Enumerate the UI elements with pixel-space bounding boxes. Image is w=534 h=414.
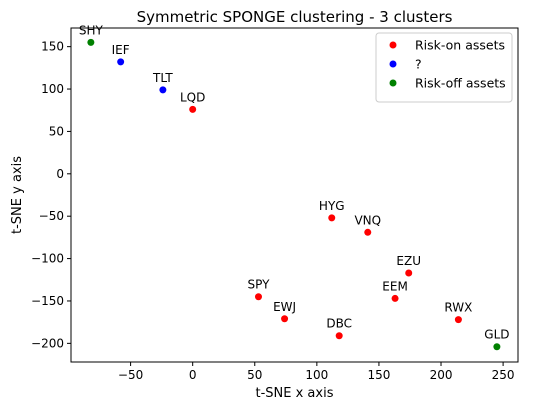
data-point-spy <box>254 293 262 301</box>
point-label-dbc: DBC <box>326 317 352 331</box>
data-point-eem <box>391 294 399 302</box>
point-label-shy: SHY <box>79 23 104 37</box>
data-point-tlt <box>159 86 167 94</box>
point-label-lqd: LQD <box>180 90 205 104</box>
y-tick-label: 0 <box>56 167 64 181</box>
plot-frame <box>70 27 519 363</box>
legend-box <box>375 32 513 103</box>
legend: Risk-on assets? Risk-off assets <box>375 32 513 103</box>
data-point-rwx <box>454 316 462 324</box>
data-point-hyg <box>328 214 336 222</box>
data-point-dbc <box>335 332 343 340</box>
y-tick-label: 100 <box>41 82 64 96</box>
x-tick-label: 200 <box>430 368 453 382</box>
legend-marker <box>389 60 397 68</box>
legend-marker <box>389 41 397 49</box>
data-point-shy <box>87 38 95 46</box>
data-point-vnq <box>364 228 372 236</box>
x-tick-label: 100 <box>305 368 328 382</box>
y-tick-label: 150 <box>41 40 64 54</box>
point-label-eem: EEM <box>382 279 408 293</box>
plot-area <box>70 27 519 363</box>
y-tick-label: 50 <box>49 124 64 138</box>
data-point-lqd <box>189 105 197 113</box>
point-label-vnq: VNQ <box>354 213 381 227</box>
point-label-gld: GLD <box>484 328 509 342</box>
legend-marker <box>389 79 397 87</box>
y-tick-label: −200 <box>31 336 64 350</box>
legend-label: Risk-on assets <box>415 38 505 53</box>
x-tick-label: −50 <box>118 368 143 382</box>
point-label-ewj: EWJ <box>273 300 296 314</box>
legend-label: ? <box>415 57 422 72</box>
point-label-ief: IEF <box>112 43 130 57</box>
x-tick-label: 150 <box>367 368 390 382</box>
point-label-hyg: HYG <box>319 199 345 213</box>
y-axis-label: t-SNE y axis <box>10 156 25 234</box>
points-layer <box>87 38 501 351</box>
x-tick-label: 250 <box>492 368 515 382</box>
data-point-ewj <box>281 315 289 323</box>
point-label-spy: SPY <box>248 278 271 292</box>
chart-title: Symmetric SPONGE clustering - 3 clusters <box>137 8 453 26</box>
x-tick-label: 0 <box>189 368 197 382</box>
y-tick-label: −150 <box>31 294 64 308</box>
data-point-gld <box>493 343 501 351</box>
data-point-ezu <box>405 269 413 277</box>
x-tick-label: 50 <box>247 368 262 382</box>
legend-label: Risk-off assets <box>415 76 506 91</box>
x-axis-label: t-SNE x axis <box>256 386 334 401</box>
point-label-tlt: TLT <box>152 71 173 85</box>
data-point-ief <box>117 58 125 66</box>
y-tick-label: −50 <box>39 209 64 223</box>
point-label-rwx: RWX <box>444 301 472 315</box>
point-label-ezu: EZU <box>396 254 421 268</box>
ticks-layer: −50 0 50 100 150 200 250 −200 −150 −100 −50 0 50 100 1… <box>31 40 515 382</box>
y-tick-label: −100 <box>31 252 64 266</box>
